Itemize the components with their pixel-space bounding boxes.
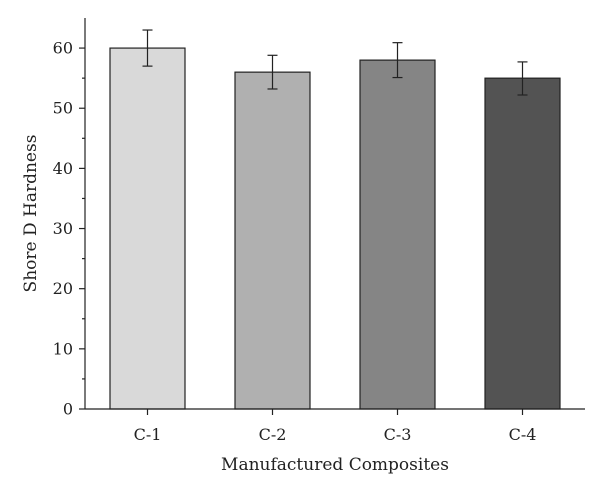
bar-c-2 xyxy=(234,71,311,410)
y-tick-label-0: 0 xyxy=(63,400,73,419)
axes-layer: 0 10 20 30 40 50 60 C-1 C-2 C-3 C-4 xyxy=(53,18,585,444)
y-tick-label-40: 40 xyxy=(53,159,73,178)
bar-c-4 xyxy=(484,77,561,410)
y-tick-label-10: 10 xyxy=(53,339,73,358)
x-tick-label-c-4: C-4 xyxy=(509,425,537,444)
x-tick-label-c-3: C-3 xyxy=(384,425,412,444)
y-tick-label-30: 30 xyxy=(53,219,73,238)
y-axis-title: Shore D Hardness xyxy=(21,135,41,293)
error-bars-layer xyxy=(142,29,528,96)
x-tick-label-c-1: C-1 xyxy=(134,425,162,444)
y-tick-label-50: 50 xyxy=(53,99,73,118)
x-tick-label-c-2: C-2 xyxy=(259,425,287,444)
x-axis-title: Manufactured Composites xyxy=(221,455,449,475)
bar-c-3 xyxy=(359,59,436,410)
bars-layer xyxy=(109,47,561,410)
y-tick-label-20: 20 xyxy=(53,279,73,298)
y-tick-label-60: 60 xyxy=(53,39,73,58)
bar-c-1 xyxy=(109,47,186,410)
